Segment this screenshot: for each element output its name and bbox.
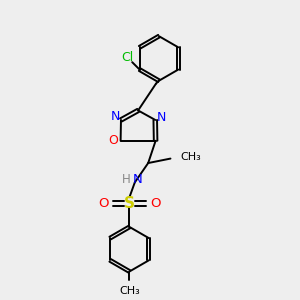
Text: O: O xyxy=(150,197,160,210)
Text: N: N xyxy=(157,111,166,124)
Text: CH₃: CH₃ xyxy=(119,286,140,296)
Text: H: H xyxy=(122,173,131,187)
Text: S: S xyxy=(124,196,135,211)
Text: N: N xyxy=(132,173,142,187)
Text: CH₃: CH₃ xyxy=(181,152,202,162)
Text: O: O xyxy=(108,134,118,147)
Text: O: O xyxy=(98,197,109,210)
Text: N: N xyxy=(111,110,120,124)
Text: Cl: Cl xyxy=(122,51,134,64)
